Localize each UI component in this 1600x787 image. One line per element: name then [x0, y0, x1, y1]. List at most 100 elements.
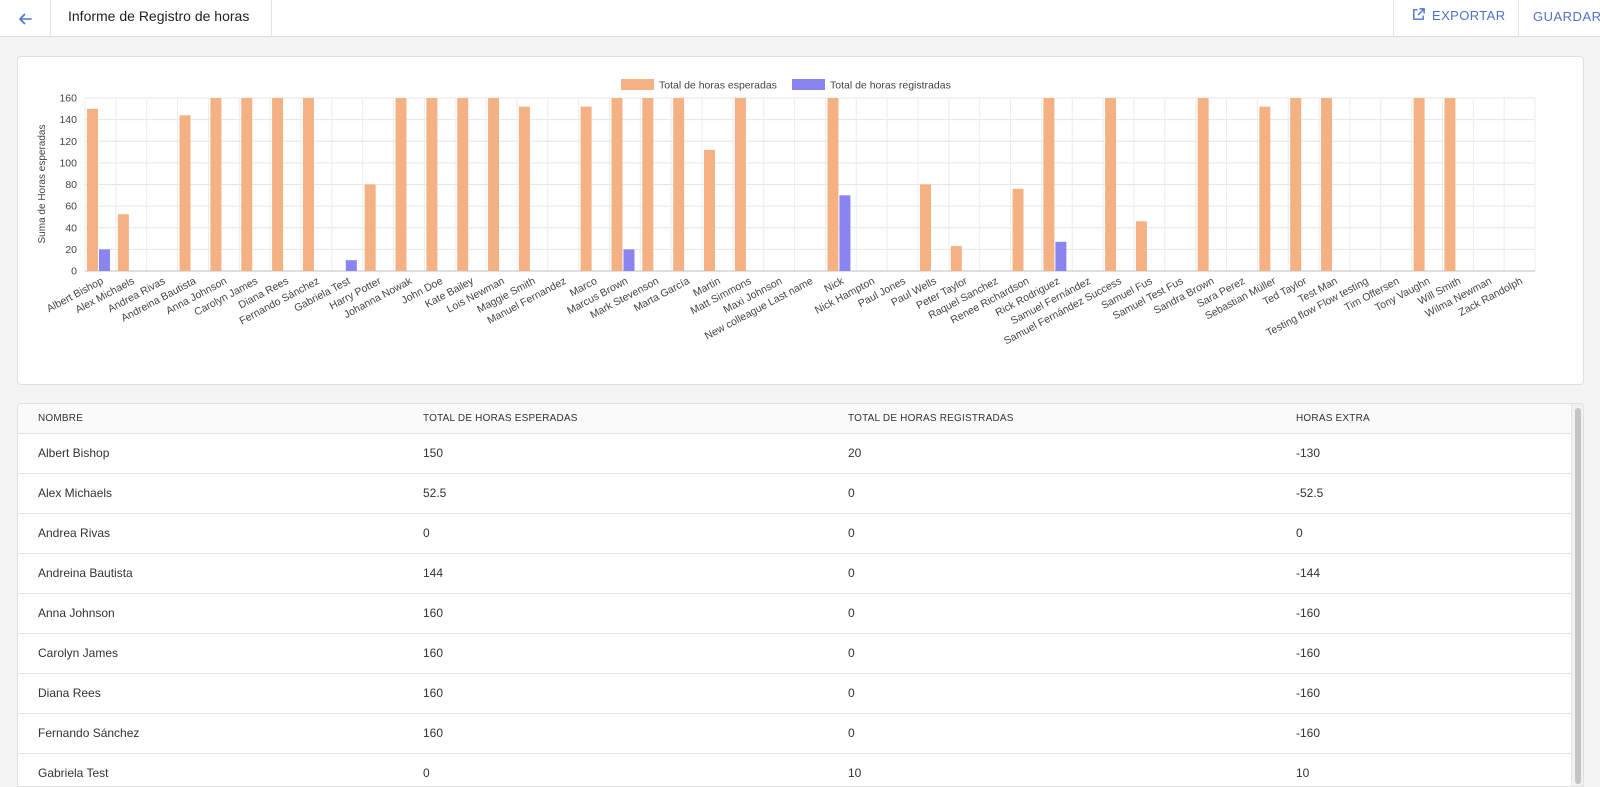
external-link-icon: [1413, 8, 1425, 20]
bar-expected: [426, 98, 438, 271]
cell-expected: 160: [423, 673, 848, 714]
bar-expected: [950, 246, 962, 271]
top-bar: Informe de Registro de horas EXPORTAR GU…: [0, 0, 1600, 37]
bar-registered: [1055, 241, 1067, 271]
column-header-extra[interactable]: HORAS EXTRA: [1296, 404, 1573, 434]
cell-registered: 20: [848, 433, 1296, 474]
bar-registered: [345, 260, 357, 271]
table-header-row: NOMBRE TOTAL DE HORAS ESPERADAS TOTAL DE…: [18, 404, 1573, 434]
bar-expected: [1043, 98, 1055, 271]
legend-swatch: [621, 79, 654, 90]
cell-registered: 10: [848, 753, 1296, 786]
cell-extra: -160: [1296, 593, 1573, 634]
cell-expected: 0: [423, 753, 848, 786]
cell-expected: 160: [423, 593, 848, 634]
bar-expected: [1413, 98, 1425, 271]
y-tick-label: 20: [65, 244, 77, 256]
bar-expected: [919, 184, 931, 271]
hours-table-card: NOMBRE TOTAL DE HORAS ESPERADAS TOTAL DE…: [17, 403, 1584, 787]
bar-expected: [1105, 98, 1117, 271]
cell-expected: 52.5: [423, 473, 848, 514]
cell-expected: 160: [423, 713, 848, 754]
cell-extra: -130: [1296, 433, 1573, 474]
legend-label: Total de horas registradas: [830, 80, 951, 92]
table-row[interactable]: Diana Rees 160 0 -160: [18, 673, 1573, 714]
cell-extra: -160: [1296, 633, 1573, 674]
table-row[interactable]: Alex Michaels 52.5 0 -52.5: [18, 473, 1573, 514]
bar-expected: [210, 98, 222, 271]
bar-expected: [827, 98, 839, 271]
cell-expected: 0: [423, 513, 848, 554]
cell-expected: 150: [423, 433, 848, 474]
cell-extra: -52.5: [1296, 473, 1573, 514]
bar-expected: [1197, 98, 1209, 271]
bar-expected: [1290, 98, 1302, 271]
bar-expected: [87, 108, 98, 271]
bar-registered: [839, 195, 851, 271]
cell-registered: 0: [848, 593, 1296, 634]
bar-expected: [179, 115, 191, 271]
cell-expected: 160: [423, 633, 848, 674]
bar-expected: [734, 98, 746, 271]
cell-registered: 0: [848, 713, 1296, 754]
scrollbar-thumb[interactable]: [1575, 408, 1581, 784]
bar-expected: [642, 98, 654, 271]
legend-label: Total de horas esperadas: [659, 80, 777, 92]
cell-extra: 0: [1296, 513, 1573, 554]
bar-expected: [395, 98, 407, 271]
bar-expected: [580, 106, 592, 272]
bar-expected: [611, 98, 623, 271]
cell-name: Andreina Bautista: [18, 553, 423, 594]
table-row[interactable]: Anna Johnson 160 0 -160: [18, 593, 1573, 634]
cell-registered: 0: [848, 673, 1296, 714]
cell-name: Diana Rees: [18, 673, 423, 714]
bar-expected: [117, 214, 129, 271]
table-row[interactable]: Andreina Bautista 144 0 -144: [18, 553, 1573, 594]
back-button[interactable]: [0, 0, 51, 37]
table-scrollbar[interactable]: [1571, 404, 1583, 786]
arrow-left-icon: [19, 13, 32, 24]
cell-extra: -160: [1296, 713, 1573, 754]
y-tick-label: 100: [59, 157, 77, 169]
bar-expected: [1135, 221, 1147, 271]
cell-name: Gabriela Test: [18, 753, 423, 786]
bar-expected: [704, 149, 716, 271]
table-row[interactable]: Fernando Sánchez 160 0 -160: [18, 713, 1573, 754]
cell-name: Andrea Rivas: [18, 513, 423, 554]
hours-table: NOMBRE TOTAL DE HORAS ESPERADAS TOTAL DE…: [18, 404, 1573, 786]
table-row[interactable]: Gabriela Test 0 10 10: [18, 753, 1573, 786]
table-row[interactable]: Albert Bishop 150 20 -130: [18, 433, 1573, 474]
cell-expected: 144: [423, 553, 848, 594]
bar-expected: [1321, 98, 1333, 271]
bar-registered: [99, 249, 110, 271]
bar-expected: [364, 184, 376, 271]
export-button[interactable]: EXPORTAR: [1393, 0, 1518, 37]
column-header-name[interactable]: NOMBRE: [18, 404, 423, 434]
bar-expected: [272, 98, 284, 271]
cell-name: Carolyn James: [18, 633, 423, 674]
bar-expected: [488, 98, 500, 271]
cell-name: Fernando Sánchez: [18, 713, 423, 754]
bar-expected: [1259, 106, 1271, 272]
cell-registered: 0: [848, 633, 1296, 674]
y-tick-label: 80: [65, 179, 77, 191]
chart-card: 0 20 40 60 80 100 120 140 160 Albert Bishop Alex M…: [17, 56, 1584, 385]
bar-expected: [241, 98, 253, 271]
table-row[interactable]: Andrea Rivas 0 0 0: [18, 513, 1573, 554]
save-button[interactable]: GUARDAR: [1518, 0, 1600, 37]
export-label: EXPORTAR: [1432, 8, 1506, 23]
bar-registered: [623, 249, 635, 271]
cell-extra: -144: [1296, 553, 1573, 594]
y-tick-label: 40: [65, 222, 77, 234]
cell-extra: -160: [1296, 673, 1573, 714]
bar-expected: [673, 98, 685, 271]
cell-registered: 0: [848, 553, 1296, 594]
page-title: Informe de Registro de horas: [51, 0, 272, 37]
y-tick-label: 140: [59, 114, 77, 126]
table-row[interactable]: Carolyn James 160 0 -160: [18, 633, 1573, 674]
column-header-expected[interactable]: TOTAL DE HORAS ESPERADAS: [423, 404, 848, 434]
y-axis-label: Suma de Horas esperadas: [37, 125, 48, 244]
column-header-registered[interactable]: TOTAL DE HORAS REGISTRADAS: [848, 404, 1296, 434]
cell-registered: 0: [848, 513, 1296, 554]
